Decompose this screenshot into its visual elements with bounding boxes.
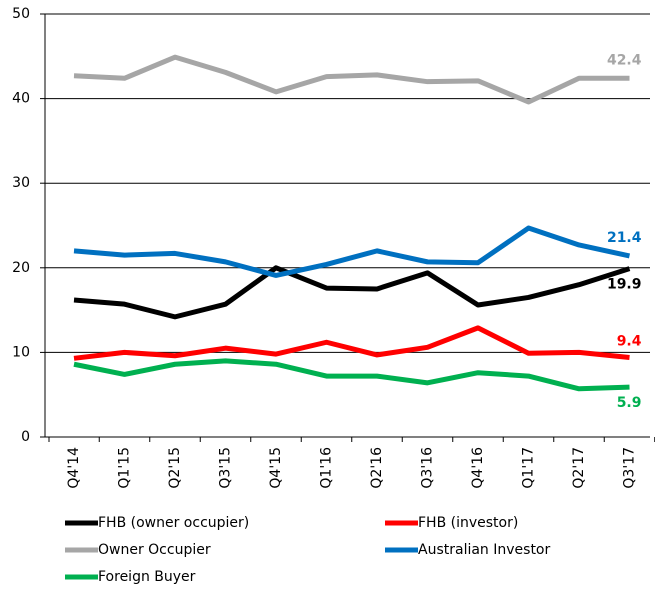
x-tick-label: Q1'15	[117, 447, 133, 489]
y-tick-label: 20	[12, 260, 30, 276]
series-line	[73, 325, 630, 361]
legend-label: Owner Occupier	[98, 542, 211, 558]
legend-label: FHB (owner occupier)	[98, 515, 249, 531]
y-tick-label: 40	[12, 91, 30, 107]
x-tick-label: Q1'17	[521, 447, 537, 489]
end-label: 9.4	[617, 333, 642, 349]
y-tick-label: 50	[12, 6, 30, 22]
end-label: 42.4	[607, 52, 642, 68]
x-tick-label: Q3'15	[218, 447, 234, 489]
x-tick-label: Q2'15	[167, 447, 183, 489]
end-label: 19.9	[607, 277, 642, 293]
x-tick-label: Q3'16	[420, 447, 436, 489]
legend-label: Foreign Buyer	[98, 569, 196, 585]
x-tick-label: Q3'17	[622, 447, 638, 489]
end-label: 21.4	[607, 230, 642, 246]
x-tick-label: Q4'15	[268, 447, 284, 489]
x-tick-label: Q2'17	[571, 447, 587, 489]
x-tick-label: Q2'16	[369, 447, 385, 489]
series-line	[73, 225, 631, 278]
series-line	[73, 358, 630, 392]
x-tick-label: Q1'16	[319, 447, 335, 489]
x-tick-label: Q4'16	[470, 447, 486, 489]
legend-label: FHB (investor)	[418, 515, 518, 531]
y-tick-label: 0	[21, 429, 30, 445]
y-tick-label: 30	[12, 175, 30, 191]
y-tick-label: 10	[12, 344, 30, 360]
legend-label: Australian Investor	[418, 542, 550, 558]
series-line	[73, 54, 630, 105]
series-line	[73, 265, 631, 320]
end-label: 5.9	[617, 395, 642, 411]
x-tick-label: Q4'14	[66, 447, 82, 489]
